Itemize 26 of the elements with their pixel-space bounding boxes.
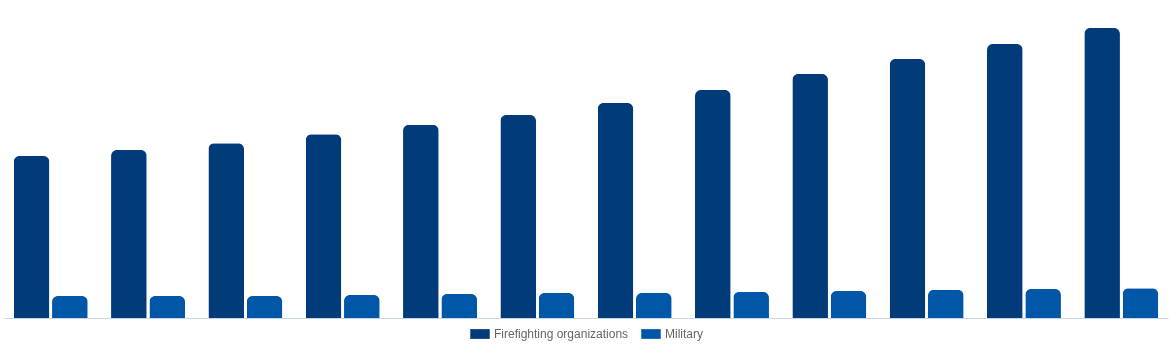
bar <box>111 150 147 318</box>
bar <box>13 155 50 318</box>
bar <box>246 295 283 318</box>
bar <box>1122 288 1159 318</box>
bar <box>344 295 380 318</box>
bar <box>1084 28 1120 318</box>
bar <box>52 295 88 318</box>
bar <box>830 291 867 318</box>
bar <box>538 293 575 318</box>
bar <box>441 293 477 318</box>
bar <box>1025 289 1061 318</box>
legend-label: Military <box>665 327 703 341</box>
bar <box>695 90 731 318</box>
legend-label: Firefighting organizations <box>494 327 629 341</box>
bar <box>636 293 672 318</box>
bar <box>733 291 769 318</box>
bar <box>927 289 964 318</box>
bar <box>986 43 1023 318</box>
bar <box>597 103 634 318</box>
bar <box>403 124 439 318</box>
bar <box>889 59 926 318</box>
bar <box>500 115 536 318</box>
bar <box>149 295 186 318</box>
bar <box>208 143 245 318</box>
bar <box>792 74 828 318</box>
bar <box>305 134 342 318</box>
